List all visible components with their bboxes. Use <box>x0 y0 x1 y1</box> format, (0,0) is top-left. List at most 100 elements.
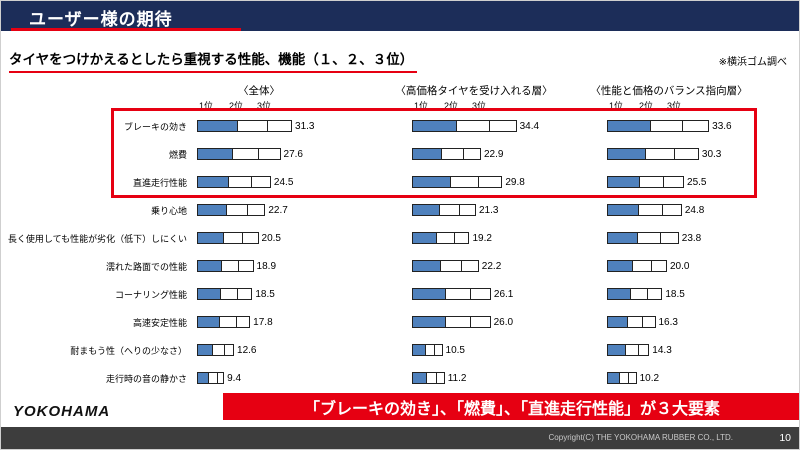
chart-row: 直進走行性能 24.5 29.8 25.5 <box>7 168 793 196</box>
bar-segment-rank3 <box>251 176 271 188</box>
bar-cell: 20.0 <box>607 252 793 280</box>
bar-segment-rank1 <box>412 232 437 244</box>
stacked-bar <box>412 344 443 356</box>
bar-segment-rank2 <box>435 232 456 244</box>
stacked-bar <box>607 176 685 188</box>
bar-segment-rank2 <box>624 344 639 356</box>
bar-segment-rank3 <box>637 344 650 356</box>
bar-segment-rank3 <box>469 316 491 328</box>
stacked-bar <box>412 204 476 216</box>
stacked-bar <box>412 260 479 272</box>
page-number: 10 <box>779 432 791 444</box>
bar-segment-rank1 <box>607 260 634 272</box>
bar-cell: 26.1 <box>412 280 607 308</box>
bar-segment-rank2 <box>225 204 249 216</box>
stacked-bar <box>607 288 663 300</box>
bar-segment-rank2 <box>627 316 644 328</box>
bar-segment-rank3 <box>258 148 281 160</box>
bar-segment-rank2 <box>449 176 480 188</box>
bar-value: 11.2 <box>447 372 467 384</box>
stacked-bar <box>607 316 656 328</box>
bar-segment-rank1 <box>197 204 227 216</box>
column-title: 〈高価格タイヤを受け入れる層〉 <box>395 85 553 97</box>
bar-value: 19.2 <box>472 232 492 244</box>
rank-label: 1位 <box>414 101 429 111</box>
chart-header: 〈全体〉 1位 2位 3位 〈高価格タイヤを受け入れる層〉 1位 2位 3位 〈性能と価… <box>7 83 793 112</box>
bar-segment-rank2 <box>630 288 649 300</box>
bar-cell: 26.0 <box>412 308 607 336</box>
chart-row: 高速安定性能 17.8 26.0 16.3 <box>7 308 793 336</box>
bar-segment-rank3 <box>650 260 667 272</box>
chart: 〈全体〉 1位 2位 3位 〈高価格タイヤを受け入れる層〉 1位 2位 3位 〈性能と価… <box>7 83 793 392</box>
bar-segment-rank1 <box>197 148 233 160</box>
bar-value: 10.2 <box>639 372 660 384</box>
bar-value: 20.0 <box>669 260 690 272</box>
bar-segment-rank1 <box>412 148 442 160</box>
stacked-bar <box>197 316 251 328</box>
bar-cell: 25.5 <box>607 168 793 196</box>
bar-value: 31.3 <box>295 120 315 132</box>
chart-subtitle: タイヤをつけかえるとしたら重視する性能、機能（１、２、３位） <box>9 48 418 73</box>
bar-value: 16.3 <box>658 316 678 328</box>
bar-cell: 24.8 <box>607 196 793 224</box>
stacked-bar <box>197 288 253 300</box>
bar-cell: 20.5 <box>197 224 412 252</box>
stacked-bar <box>197 344 235 356</box>
bar-segment-rank3 <box>434 344 443 356</box>
bar-segment-rank3 <box>478 176 503 188</box>
bar-value: 23.8 <box>681 232 702 244</box>
bar-segment-rank3 <box>642 316 656 328</box>
bar-segment-rank3 <box>659 232 679 244</box>
bar-cell: 19.2 <box>412 224 607 252</box>
category-label: 濡れた路面での性能 <box>105 261 187 272</box>
bar-cell: 24.5 <box>197 168 412 196</box>
stacked-bar <box>607 260 667 272</box>
footer-bar: Copyright(C) THE YOKOHAMA RUBBER CO., LT… <box>1 427 799 449</box>
stacked-bar <box>197 232 259 244</box>
bar-segment-rank2 <box>444 288 471 300</box>
bar-segment-rank1 <box>607 204 640 216</box>
bar-cell: 18.9 <box>197 252 412 280</box>
chart-row: 走行時の音の静かさ 9.4 11.2 10.2 <box>7 364 793 392</box>
chart-row: 耐まもう性（へりの少なさ） 12.6 10.5 14.3 <box>7 336 793 364</box>
rank-labels: 1位 2位 3位 <box>197 98 321 112</box>
rank-label: 3位 <box>472 101 487 111</box>
bar-segment-rank2 <box>632 260 652 272</box>
stacked-bar <box>607 344 650 356</box>
bar-value: 30.3 <box>701 148 722 160</box>
bar-segment-rank3 <box>674 148 699 160</box>
bar-segment-rank1 <box>607 316 629 328</box>
column-head-overall: 〈全体〉 1位 2位 3位 <box>197 83 412 112</box>
stacked-bar <box>412 232 470 244</box>
category-label: 耐まもう性（へりの少なさ） <box>70 345 187 356</box>
bar-segment-rank2 <box>219 316 237 328</box>
rank-label: 2位 <box>229 101 244 111</box>
stacked-bar <box>197 260 254 272</box>
bar-cell: 33.6 <box>607 112 793 140</box>
bar-value: 18.5 <box>665 288 685 300</box>
bar-value: 27.6 <box>283 148 303 160</box>
bar-cell: 11.2 <box>412 364 607 392</box>
bar-segment-rank3 <box>488 120 517 132</box>
bar-segment-rank2 <box>439 260 462 272</box>
rank-label: 3位 <box>257 101 272 111</box>
bar-segment-rank3 <box>462 148 481 160</box>
stacked-bar <box>412 176 503 188</box>
bar-segment-rank3 <box>682 120 710 132</box>
bar-segment-rank2 <box>222 232 244 244</box>
bar-segment-rank3 <box>647 288 663 300</box>
bar-segment-rank1 <box>412 344 426 356</box>
chart-row: 燃費 27.6 22.9 30.3 <box>7 140 793 168</box>
bar-segment-rank3 <box>242 232 259 244</box>
bar-segment-rank3 <box>237 288 253 300</box>
bar-segment-rank2 <box>639 176 665 188</box>
rank-labels: 1位 2位 3位 <box>607 98 731 112</box>
bar-cell: 10.5 <box>412 336 607 364</box>
bar-cell: 18.5 <box>197 280 412 308</box>
category-label: 乗り心地 <box>150 205 187 216</box>
stacked-bar <box>197 372 225 384</box>
bar-value: 14.3 <box>652 344 672 356</box>
chart-rows: ブレーキの効き 31.3 34.4 33.6 燃費 27.6 22.9 30.3 直進走行性能 2… <box>7 112 793 392</box>
stacked-bar <box>607 204 682 216</box>
bar-cell: 14.3 <box>607 336 793 364</box>
